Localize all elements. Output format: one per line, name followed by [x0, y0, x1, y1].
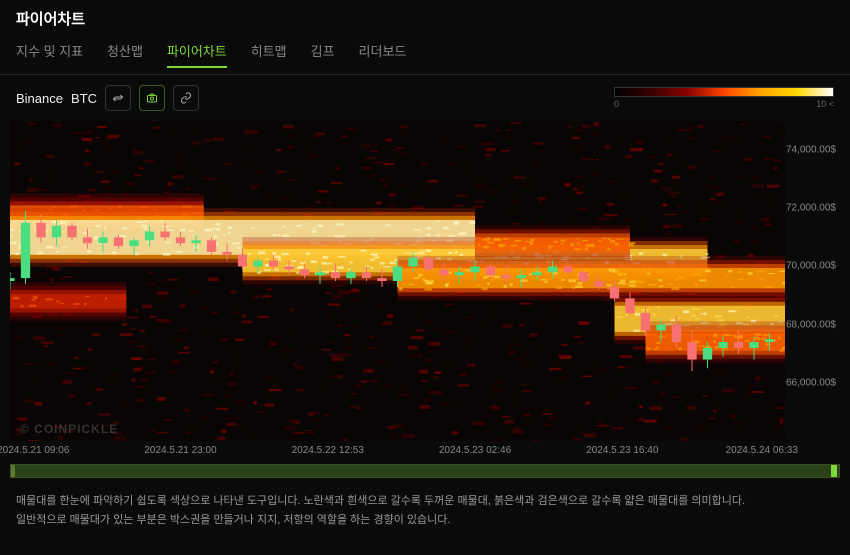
ytick: 68,000.00$ — [786, 319, 836, 330]
swap-icon[interactable] — [105, 85, 131, 111]
tabs: 지수 및 지표 청산맵 파이어차트 히트맵 김프 리더보드 — [0, 33, 850, 75]
ytick: 70,000.00$ — [786, 261, 836, 272]
xtick: 2024.5.23 02:46 — [439, 445, 511, 456]
gradient-min: 0 — [614, 99, 619, 109]
x-axis: 2024.5.21 09:062024.5.21 23:002024.5.22 … — [10, 441, 785, 456]
desc-line-2: 일반적으로 매물대가 있는 부분은 박스권을 만들거나 지지, 저항의 역할을 … — [16, 511, 834, 530]
camera-icon[interactable] — [139, 85, 165, 111]
page-title: 파이어차트 — [16, 8, 834, 29]
desc-line-1: 매물대를 한눈에 파악하기 쉽도록 색상으로 나타낸 도구입니다. 노란색과 흰… — [16, 492, 834, 511]
exchange-label: Binance — [16, 91, 63, 106]
xtick: 2024.5.24 06:33 — [726, 445, 798, 456]
pair-label: BTC — [71, 91, 97, 106]
chart-area[interactable]: 74,000.00$ 72,000.00$ 70,000.00$ 68,000.00$… — [10, 121, 840, 456]
ytick: 66,000.00$ — [786, 377, 836, 388]
tab-3[interactable]: 히트맵 — [251, 41, 287, 68]
intensity-legend: 0 10 < — [614, 87, 834, 109]
tab-0[interactable]: 지수 및 지표 — [16, 41, 83, 68]
exchange-pair-selector[interactable]: Binance BTC — [16, 91, 97, 106]
description: 매물대를 한눈에 파악하기 쉽도록 색상으로 나타낸 도구입니다. 노란색과 흰… — [0, 478, 850, 529]
xtick: 2024.5.21 09:06 — [0, 445, 69, 456]
tab-2[interactable]: 파이어차트 — [167, 41, 227, 68]
xtick: 2024.5.23 16:40 — [586, 445, 658, 456]
toolbar: Binance BTC 0 10 < — [0, 75, 850, 121]
ytick: 74,000.00$ — [786, 145, 836, 156]
scrub-handle-left[interactable] — [11, 465, 15, 477]
xtick: 2024.5.21 23:00 — [144, 445, 216, 456]
gradient-max: 10 < — [816, 99, 834, 109]
link-icon[interactable] — [173, 85, 199, 111]
tab-1[interactable]: 청산맵 — [107, 41, 143, 68]
tab-4[interactable]: 김프 — [311, 41, 335, 68]
y-axis: 74,000.00$ 72,000.00$ 70,000.00$ 68,000.00$… — [785, 121, 840, 441]
gradient-bar — [614, 87, 834, 97]
ytick: 72,000.00$ — [786, 203, 836, 214]
xtick: 2024.5.22 12:53 — [292, 445, 364, 456]
tab-5[interactable]: 리더보드 — [359, 41, 407, 68]
scrub-handle-right[interactable] — [831, 465, 837, 477]
time-scrubber[interactable] — [10, 464, 840, 478]
watermark: © COINPICKLE — [20, 422, 118, 436]
